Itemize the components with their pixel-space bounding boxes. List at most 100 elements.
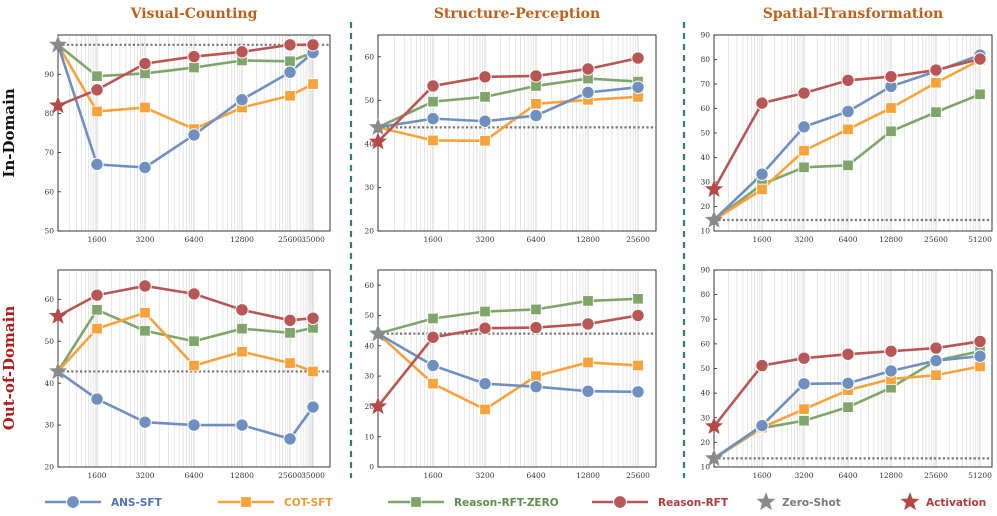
data-point bbox=[479, 403, 491, 416]
x-tick-label: 25600 bbox=[626, 235, 650, 244]
y-tick-label: 50 bbox=[44, 337, 54, 346]
data-point bbox=[885, 102, 897, 114]
data-point bbox=[930, 369, 942, 381]
x-tick-label: 51200 bbox=[968, 471, 992, 480]
y-tick-label: 90 bbox=[44, 70, 54, 79]
data-point bbox=[427, 378, 439, 390]
data-point bbox=[974, 88, 986, 100]
data-point bbox=[187, 128, 201, 142]
data-point bbox=[755, 96, 769, 110]
legend-marker bbox=[66, 495, 80, 509]
y-tick-label: 90 bbox=[700, 31, 710, 40]
data-point bbox=[842, 159, 854, 171]
series-line bbox=[56, 308, 314, 373]
y-tick-label: 20 bbox=[364, 402, 374, 411]
data-point bbox=[426, 111, 440, 126]
row-label: In-Domain bbox=[0, 88, 18, 177]
data-point bbox=[478, 70, 492, 84]
data-point bbox=[797, 351, 811, 365]
data-point bbox=[930, 77, 942, 89]
data-point bbox=[973, 334, 987, 349]
chart-panel: 10 20 30 40 50 60 70 80 90 1600 3200 6400 12800 25600… bbox=[700, 266, 993, 480]
series-line bbox=[377, 95, 639, 143]
data-point bbox=[530, 98, 542, 110]
y-tick-label: 20 bbox=[700, 438, 710, 447]
data-point bbox=[841, 104, 855, 119]
data-point bbox=[798, 403, 810, 415]
data-point bbox=[842, 123, 854, 135]
y-tick-label: 50 bbox=[700, 129, 710, 138]
x-tick-label: 3200 bbox=[475, 471, 494, 480]
legend: ANS-SFT COT-SFT Reason-RFT-ZERO Reason-RFT Z… bbox=[45, 492, 986, 511]
data-point bbox=[427, 95, 439, 108]
y-tick-label: 30 bbox=[700, 178, 710, 187]
data-point bbox=[755, 167, 769, 181]
legend-item: Reason-RFT bbox=[592, 495, 729, 509]
chart-panel: 0 10 20 30 40 50 60 1600 3200 6400 12800 25600 bbox=[364, 269, 657, 480]
x-tick-label: 1600 bbox=[87, 471, 106, 480]
data-point bbox=[842, 401, 854, 413]
data-point bbox=[188, 61, 200, 74]
data-point bbox=[631, 308, 645, 323]
data-point bbox=[631, 51, 645, 65]
legend-marker bbox=[756, 492, 776, 511]
data-point bbox=[973, 52, 987, 66]
data-point bbox=[797, 377, 811, 391]
y-tick-label: 30 bbox=[364, 183, 374, 192]
legend-label: Reason-RFT bbox=[658, 497, 729, 509]
data-point bbox=[529, 320, 543, 335]
series-line bbox=[377, 332, 639, 394]
series-line bbox=[377, 85, 639, 129]
data-point bbox=[478, 321, 492, 335]
y-tick-label: 10 bbox=[364, 432, 374, 441]
y-tick-label: 20 bbox=[364, 227, 374, 236]
data-point bbox=[283, 65, 297, 79]
data-point bbox=[632, 359, 644, 372]
y-tick-label: 30 bbox=[364, 372, 374, 381]
x-tick-label: 25600 bbox=[924, 471, 948, 480]
data-point bbox=[797, 86, 811, 100]
series-line bbox=[377, 56, 639, 143]
data-point bbox=[631, 385, 645, 399]
data-point bbox=[632, 293, 644, 305]
data-point bbox=[426, 330, 440, 344]
data-point bbox=[478, 114, 492, 128]
x-tick-label: 12800 bbox=[230, 235, 254, 244]
data-point bbox=[581, 317, 595, 331]
zero-shot-star bbox=[368, 324, 388, 342]
data-point bbox=[306, 400, 320, 414]
y-tick-label: 60 bbox=[700, 104, 710, 113]
chart-panel: 20 30 40 50 60 1600 3200 6400 12800 25600 bbox=[364, 34, 657, 244]
data-point bbox=[884, 344, 898, 358]
x-tick-label: 51200 bbox=[968, 235, 992, 244]
zero-shot-star bbox=[48, 35, 68, 53]
data-point bbox=[138, 56, 152, 71]
data-point bbox=[138, 279, 152, 293]
data-point bbox=[529, 379, 543, 394]
panel-title: Structure-Perception bbox=[434, 6, 600, 22]
y-tick-label: 90 bbox=[700, 266, 710, 275]
data-point bbox=[929, 353, 943, 368]
zero-shot-star bbox=[704, 448, 724, 467]
data-point bbox=[307, 365, 319, 378]
data-point bbox=[884, 69, 898, 84]
y-tick-label: 80 bbox=[700, 290, 710, 299]
data-point bbox=[529, 108, 543, 123]
chart-panel: 10 20 30 40 50 60 70 80 90 1600 3200 6400 12800 25600… bbox=[700, 31, 993, 244]
legend-label: ANS-SFT bbox=[111, 497, 163, 509]
data-point bbox=[929, 341, 943, 355]
data-point bbox=[306, 38, 320, 52]
x-tick-label: 3200 bbox=[135, 235, 154, 244]
series-line bbox=[377, 297, 639, 335]
data-point bbox=[283, 313, 297, 327]
data-point bbox=[631, 80, 645, 94]
data-point bbox=[307, 78, 319, 90]
data-point bbox=[188, 335, 200, 347]
data-point bbox=[284, 55, 296, 67]
y-tick-label: 80 bbox=[44, 109, 54, 118]
x-tick-label: 6400 bbox=[526, 235, 545, 244]
data-point bbox=[479, 135, 491, 147]
data-point bbox=[797, 120, 811, 134]
legend-label: Zero-Shot bbox=[782, 497, 841, 509]
x-tick-label: 1600 bbox=[423, 235, 442, 244]
